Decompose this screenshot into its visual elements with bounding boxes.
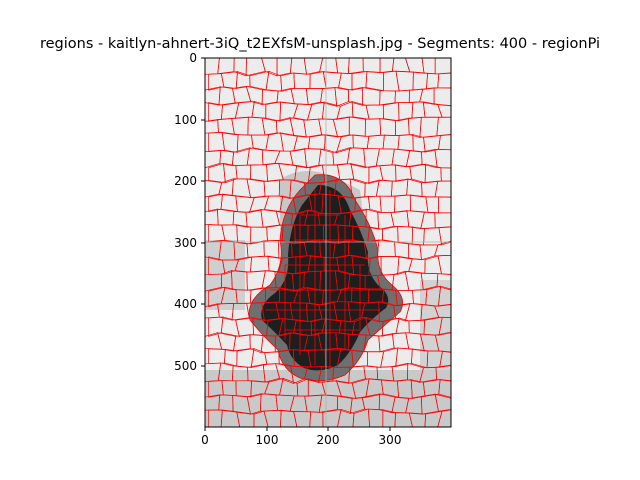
superpixel-cell	[337, 408, 355, 427]
superpixel-cell	[440, 167, 451, 182]
x-tick-label: 300	[379, 433, 402, 447]
superpixel-cell	[253, 410, 269, 427]
y-tick-label: 300	[174, 236, 197, 250]
y-tick-label: 200	[174, 174, 197, 188]
superpixel-cell	[434, 149, 451, 169]
y-tick-label: 400	[174, 297, 197, 311]
x-tick-label: 200	[317, 433, 340, 447]
superpixel-cell	[424, 410, 443, 427]
superpixel-cell	[322, 408, 342, 427]
superpixel-cell	[263, 409, 282, 427]
superpixel-cell	[434, 180, 451, 198]
superpixel-cell	[236, 411, 255, 427]
x-tick-label: 0	[201, 433, 209, 447]
superpixel-cell	[438, 134, 451, 151]
superpixel-cell	[434, 393, 451, 412]
segmented-image	[205, 58, 451, 427]
superpixel-cell	[434, 331, 451, 353]
superpixel-cell	[408, 412, 427, 427]
x-axis: 0 100 200 300	[201, 427, 401, 447]
superpixel-cell	[280, 409, 298, 427]
superpixel-cell	[437, 72, 451, 89]
superpixel-cell	[208, 409, 223, 427]
superpixel-cell	[367, 408, 384, 427]
superpixel-cell	[437, 409, 451, 427]
y-tick-label: 0	[189, 51, 197, 65]
superpixel-cell	[394, 412, 413, 427]
superpixel-cell	[436, 116, 451, 137]
superpixel-cell	[435, 364, 451, 382]
y-axis: 0 100 200 300 400 500	[174, 51, 205, 373]
superpixel-cell	[434, 303, 451, 319]
superpixel-cell	[438, 379, 451, 398]
y-tick-label: 500	[174, 359, 197, 373]
superpixel-cell	[437, 196, 451, 214]
figure-title: regions - kaitlyn-ahnert-3iQ_t2EXfsM-uns…	[39, 36, 601, 52]
superpixel-cell	[382, 409, 396, 427]
superpixel-cell	[438, 226, 451, 246]
superpixel-cell	[434, 58, 451, 75]
superpixel-cell	[437, 103, 451, 118]
superpixel-cell	[434, 212, 451, 229]
superpixel-cell	[309, 411, 324, 427]
superpixel-cell	[220, 409, 241, 427]
superpixel-cell	[437, 255, 451, 275]
object-core	[261, 185, 389, 371]
superpixel-cell	[433, 87, 451, 107]
superpixel-cell	[352, 408, 371, 427]
y-tick-label: 100	[174, 113, 197, 127]
x-tick-label: 100	[256, 433, 279, 447]
superpixel-cell	[436, 273, 451, 291]
superpixel-cell	[437, 285, 451, 307]
superpixel-cell	[293, 411, 312, 427]
